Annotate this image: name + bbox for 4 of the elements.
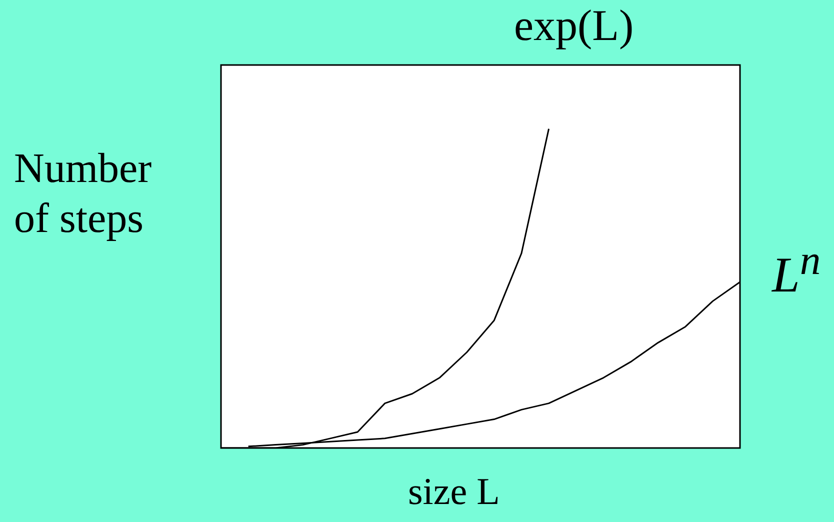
series-label: exp(L): [514, 0, 634, 52]
y-axis-title: Number of steps: [14, 145, 152, 244]
x-axis-title: size L: [408, 470, 500, 515]
series-label: L$^{n}$: [772, 237, 821, 305]
